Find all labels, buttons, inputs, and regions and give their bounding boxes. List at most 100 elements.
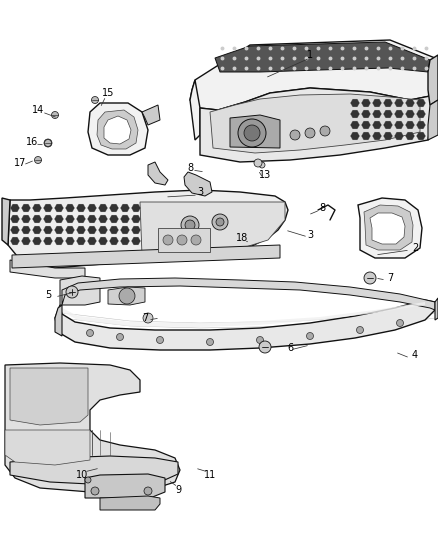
Circle shape (259, 341, 271, 353)
Polygon shape (10, 368, 88, 425)
Polygon shape (21, 204, 31, 212)
Circle shape (86, 329, 93, 336)
Text: 8: 8 (319, 203, 325, 213)
Polygon shape (395, 110, 403, 118)
Text: 14: 14 (32, 105, 44, 115)
Polygon shape (190, 40, 435, 110)
Polygon shape (77, 215, 85, 223)
Polygon shape (62, 278, 435, 310)
Polygon shape (43, 204, 53, 212)
Polygon shape (406, 110, 414, 118)
Circle shape (191, 235, 201, 245)
Polygon shape (88, 226, 96, 234)
Polygon shape (11, 204, 20, 212)
Text: 2: 2 (412, 243, 418, 253)
Polygon shape (21, 237, 31, 245)
Polygon shape (406, 132, 414, 140)
Text: 18: 18 (236, 233, 248, 243)
Polygon shape (5, 363, 180, 492)
Polygon shape (395, 121, 403, 129)
Polygon shape (110, 237, 119, 245)
Text: 8: 8 (187, 163, 193, 173)
Circle shape (163, 235, 173, 245)
Text: 3: 3 (197, 187, 203, 197)
Polygon shape (428, 100, 438, 140)
Circle shape (212, 214, 228, 230)
Polygon shape (88, 215, 96, 223)
Polygon shape (99, 237, 107, 245)
Polygon shape (54, 215, 64, 223)
Polygon shape (361, 110, 371, 118)
Polygon shape (384, 121, 392, 129)
Circle shape (244, 125, 260, 141)
Polygon shape (62, 302, 425, 327)
Circle shape (290, 130, 300, 140)
Polygon shape (372, 132, 381, 140)
Polygon shape (110, 226, 119, 234)
Polygon shape (43, 226, 53, 234)
Text: 5: 5 (45, 290, 51, 300)
Polygon shape (158, 228, 210, 252)
Polygon shape (10, 456, 178, 485)
Polygon shape (350, 99, 360, 107)
Polygon shape (131, 237, 141, 245)
Circle shape (117, 334, 124, 341)
Text: 6: 6 (287, 343, 293, 353)
Polygon shape (364, 205, 413, 250)
Polygon shape (77, 204, 85, 212)
Circle shape (35, 157, 42, 164)
Polygon shape (12, 245, 280, 268)
Polygon shape (88, 237, 96, 245)
Polygon shape (2, 198, 10, 245)
Circle shape (91, 487, 99, 495)
Polygon shape (88, 103, 148, 155)
Polygon shape (11, 215, 20, 223)
Polygon shape (108, 287, 145, 305)
Polygon shape (60, 276, 100, 305)
Polygon shape (32, 204, 42, 212)
Polygon shape (358, 198, 422, 258)
Polygon shape (77, 237, 85, 245)
Polygon shape (361, 121, 371, 129)
Polygon shape (21, 215, 31, 223)
Circle shape (238, 119, 266, 147)
Circle shape (216, 218, 224, 226)
Polygon shape (99, 215, 107, 223)
Circle shape (92, 96, 99, 103)
Circle shape (181, 216, 199, 234)
Circle shape (396, 319, 403, 327)
Polygon shape (85, 474, 165, 498)
Polygon shape (406, 99, 414, 107)
Polygon shape (372, 110, 381, 118)
Text: 10: 10 (76, 470, 88, 480)
Polygon shape (32, 237, 42, 245)
Polygon shape (384, 99, 392, 107)
Polygon shape (417, 110, 425, 118)
Polygon shape (88, 204, 96, 212)
Polygon shape (131, 215, 141, 223)
Polygon shape (43, 215, 53, 223)
Polygon shape (66, 215, 74, 223)
Circle shape (119, 288, 135, 304)
Polygon shape (54, 237, 64, 245)
Circle shape (307, 333, 314, 340)
Polygon shape (110, 204, 119, 212)
Circle shape (45, 140, 52, 147)
Polygon shape (361, 99, 371, 107)
Polygon shape (99, 204, 107, 212)
Polygon shape (120, 237, 130, 245)
Polygon shape (32, 226, 42, 234)
Polygon shape (32, 215, 42, 223)
Polygon shape (435, 298, 438, 320)
Circle shape (257, 336, 264, 343)
Polygon shape (190, 80, 200, 140)
Polygon shape (406, 121, 414, 129)
Polygon shape (55, 305, 62, 336)
Polygon shape (417, 99, 425, 107)
Polygon shape (350, 121, 360, 129)
Circle shape (52, 111, 59, 118)
Polygon shape (384, 110, 392, 118)
Text: 4: 4 (412, 350, 418, 360)
Polygon shape (372, 121, 381, 129)
Polygon shape (120, 215, 130, 223)
